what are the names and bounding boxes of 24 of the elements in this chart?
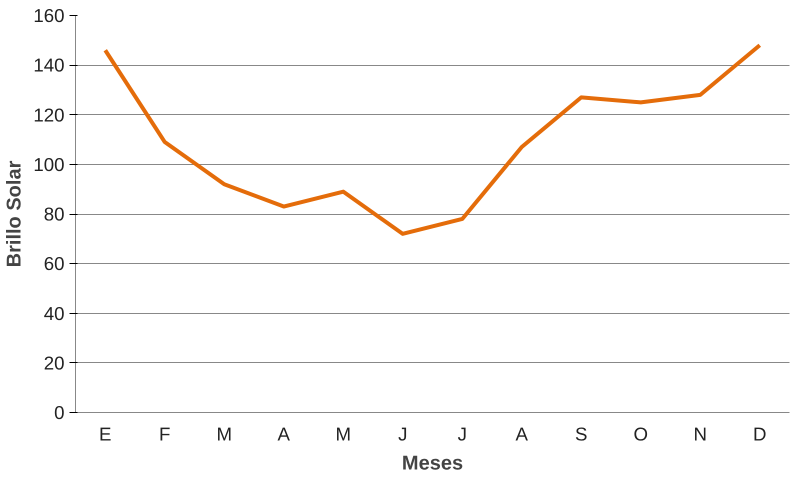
y-tick-label: 100 xyxy=(33,154,65,175)
x-tick-label: F xyxy=(159,424,170,444)
x-tick-label: S xyxy=(575,424,588,444)
y-tick-label: 120 xyxy=(33,104,65,126)
x-tick-label: J xyxy=(398,424,408,444)
x-tick-label: J xyxy=(458,424,467,444)
y-tick-label: 60 xyxy=(44,253,65,274)
y-axis-title: Brillo Solar xyxy=(3,160,26,268)
x-tick-label: O xyxy=(633,424,648,444)
x-tick-label: E xyxy=(99,424,112,444)
x-tick-label: A xyxy=(516,424,529,444)
line-series xyxy=(103,43,762,236)
y-tick-label: 40 xyxy=(44,302,65,324)
x-tick-label: M xyxy=(335,424,352,444)
x-tick-label: N xyxy=(694,424,707,444)
y-tick-label: 140 xyxy=(33,54,65,76)
y-tick-label: 20 xyxy=(44,352,65,374)
x-tick-label: A xyxy=(278,424,291,444)
x-tick-label: M xyxy=(216,424,232,444)
x-axis-title: Meses xyxy=(402,452,464,474)
x-tick-label: D xyxy=(753,424,766,444)
y-tick-label: 0 xyxy=(54,402,65,423)
y-tick-label: 80 xyxy=(44,204,65,224)
y-tick-label: 160 xyxy=(33,5,65,26)
